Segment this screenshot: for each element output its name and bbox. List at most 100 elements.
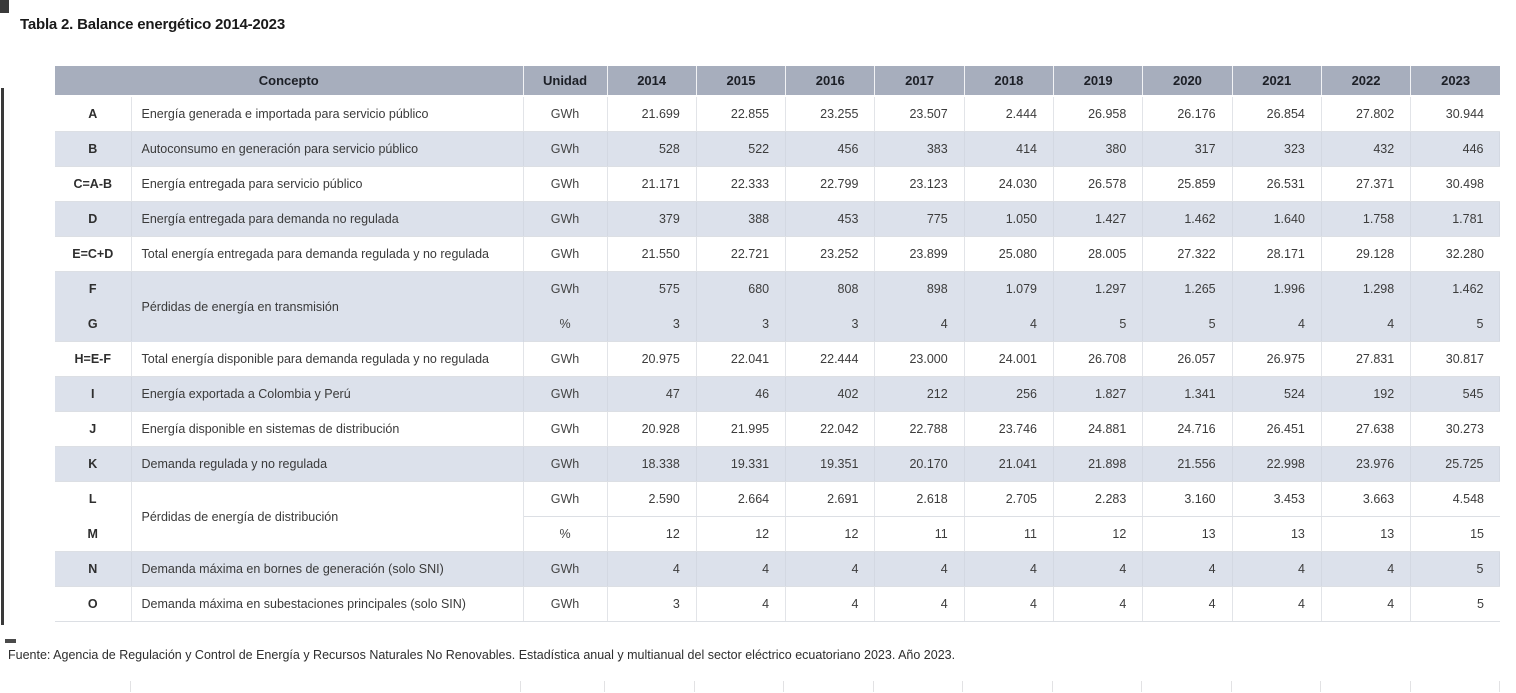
grid-remnant-ticks: [55, 681, 1501, 692]
row-value: 22.041: [696, 341, 787, 377]
row-value: 21.995: [696, 411, 787, 447]
row-value: 379: [607, 201, 697, 237]
row-value: 4: [964, 551, 1055, 587]
row-value: 2.444: [964, 96, 1055, 132]
row-value: 19.351: [785, 446, 876, 482]
row-code: L: [55, 481, 132, 517]
row-concepto: Energía entregada para demanda no regula…: [131, 201, 524, 237]
row-value: 414: [964, 131, 1055, 167]
table-row: O Demanda máxima en subestaciones princip…: [55, 586, 1500, 622]
row-value: 24.001: [964, 341, 1055, 377]
row-value: 528: [607, 131, 697, 167]
row-value: 5: [1410, 586, 1500, 622]
row-value: 23.123: [874, 166, 965, 202]
row-value: 24.030: [964, 166, 1055, 202]
header-year: 2023: [1410, 66, 1500, 97]
row-value: 47: [607, 376, 697, 412]
row-value: 1.996: [1232, 271, 1322, 307]
row-value: 29.128: [1321, 236, 1412, 272]
row-value: 22.042: [785, 411, 876, 447]
row-value: 23.746: [964, 411, 1055, 447]
row-value: 524: [1232, 376, 1322, 412]
row-code: K: [55, 446, 132, 482]
row-value: 27.371: [1321, 166, 1412, 202]
row-code: B: [55, 131, 132, 167]
table-row: C=A-B Energía entregada para servicio púb…: [55, 166, 1500, 202]
table-row: F Pérdidas de energía en transmisión GWh 57…: [55, 271, 1501, 342]
row-value: 24.716: [1142, 411, 1233, 447]
row-value: 1.781: [1410, 201, 1501, 237]
page-title: Tabla 2. Balance energético 2014-2023: [20, 16, 285, 33]
row-value: 4: [964, 586, 1055, 622]
row-value: 1.298: [1321, 271, 1412, 307]
row-code: M: [55, 516, 132, 552]
table-row: G% 3 3 3 4 4 5 5 4 4 5: [55, 306, 1501, 342]
row-value: 402: [785, 376, 876, 412]
row-value: 4.548: [1410, 481, 1500, 517]
row-value: 18.338: [607, 446, 697, 482]
row-value: 2.283: [1053, 481, 1144, 517]
row-value: 4: [1142, 586, 1233, 622]
header-year: 2016: [785, 66, 876, 97]
row-value: 20.975: [607, 341, 697, 377]
row-value: 4: [1053, 551, 1144, 587]
row-value: 21.550: [607, 236, 697, 272]
row-code: A: [55, 96, 132, 132]
row-unidad: GWh: [523, 481, 608, 517]
scan-artifact-left-line: [1, 88, 4, 625]
row-value: 4: [874, 306, 965, 342]
row-value: 4: [1232, 586, 1322, 622]
row-value: 30.817: [1410, 341, 1500, 377]
row-unidad: GWh: [523, 96, 608, 132]
row-unidad: GWh: [523, 341, 608, 377]
row-code: D: [55, 201, 132, 237]
row-unidad: %: [523, 306, 608, 342]
row-value: 23.976: [1321, 446, 1412, 482]
row-concepto: Total energía disponible para demanda re…: [131, 341, 524, 377]
row-concepto: Energía exportada a Colombia y Perú: [131, 376, 524, 412]
row-value: 4: [874, 551, 965, 587]
row-value: 24.881: [1053, 411, 1144, 447]
row-value: 4: [1232, 551, 1322, 587]
row-value: 2.705: [964, 481, 1055, 517]
row-value: 22.444: [785, 341, 876, 377]
balance-table: Concepto Unidad 2014 2015 2016 2017 2018 2019…: [55, 66, 1501, 622]
row-value: 545: [1410, 376, 1501, 412]
header-year: 2018: [964, 66, 1055, 97]
row-value: 3: [696, 306, 787, 342]
row-value: 453: [785, 201, 876, 237]
row-value: 26.975: [1232, 341, 1322, 377]
row-value: 4: [874, 586, 965, 622]
row-value: 4: [1321, 551, 1412, 587]
row-value: 19.331: [696, 446, 787, 482]
table-row: M% 12 12 12 11 11 12 13 13 13 15: [55, 516, 1500, 552]
row-value: 26.057: [1142, 341, 1233, 377]
row-value: 1.640: [1232, 201, 1322, 237]
row-code: F: [55, 271, 132, 307]
row-value: 5: [1410, 551, 1501, 587]
row-value: 27.831: [1321, 341, 1412, 377]
row-unidad: GWh: [523, 271, 608, 307]
row-value: 456: [785, 131, 876, 167]
row-value: 1.827: [1053, 376, 1144, 412]
row-unidad: GWh: [523, 166, 608, 202]
row-concepto: Energía disponible en sistemas de distri…: [131, 411, 524, 447]
row-value: 383: [874, 131, 965, 167]
row-value: 27.638: [1321, 411, 1412, 447]
row-value: 522: [696, 131, 787, 167]
row-value: 1.265: [1142, 271, 1233, 307]
row-unidad: GWh: [523, 131, 608, 167]
header-year: 2022: [1321, 66, 1412, 97]
row-value: 192: [1321, 376, 1412, 412]
row-value: 4: [696, 586, 787, 622]
row-value: 1.079: [964, 271, 1055, 307]
row-value: 775: [874, 201, 965, 237]
row-value: 432: [1321, 131, 1412, 167]
row-value: 3: [785, 306, 876, 342]
row-value: 30.273: [1410, 411, 1500, 447]
row-concepto: Total energía entregada para demanda reg…: [131, 236, 524, 272]
row-value: 3.160: [1142, 481, 1233, 517]
row-unidad: GWh: [523, 551, 608, 587]
row-value: 2.691: [785, 481, 876, 517]
row-code: G: [55, 306, 132, 342]
